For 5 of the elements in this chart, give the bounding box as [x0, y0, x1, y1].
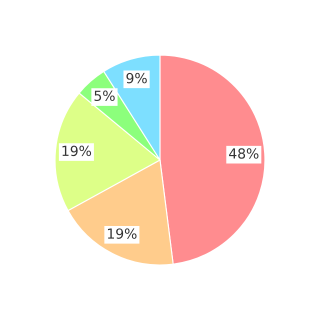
data-label: 19%	[62, 146, 92, 156]
data-label: 48%	[229, 148, 258, 159]
data-label: 5%	[94, 90, 115, 102]
data-label: 9%	[126, 72, 147, 84]
data-label: 19%	[108, 228, 137, 239]
